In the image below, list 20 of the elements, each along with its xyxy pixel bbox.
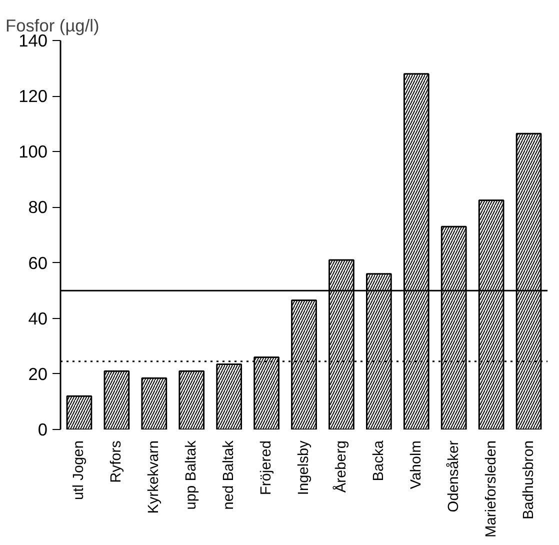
x-tick-label: Odensåker: [446, 440, 462, 512]
y-tick-label: 100: [18, 142, 48, 162]
x-tick-label: ned Baltak: [221, 440, 238, 510]
y-tick-label: 80: [28, 197, 48, 218]
x-tick-label: Marieforsleden: [483, 440, 500, 538]
y-tick-label: 20: [28, 364, 48, 384]
x-tick-label: Ingelsby: [296, 440, 312, 496]
x-tick-label: upp Baltak: [184, 440, 200, 510]
y-tick-label: 0: [38, 420, 48, 440]
y-tick-label: 120: [18, 86, 48, 106]
y-tick-label: 60: [28, 252, 48, 273]
y-tick-label: 40: [28, 308, 48, 328]
x-tick-label: Backa: [370, 440, 387, 482]
x-tick-label: Vaholm: [408, 440, 424, 490]
x-tick-label: Ryfors: [108, 440, 125, 483]
x-tick-label: Badhusbron: [520, 440, 537, 520]
x-tick-label: Fröjered: [258, 440, 275, 496]
x-tick-label: Åreberg: [332, 440, 350, 493]
x-tick-label: Kyrkekvarn: [146, 440, 162, 514]
x-tick-label: utl Jogen: [71, 440, 88, 500]
